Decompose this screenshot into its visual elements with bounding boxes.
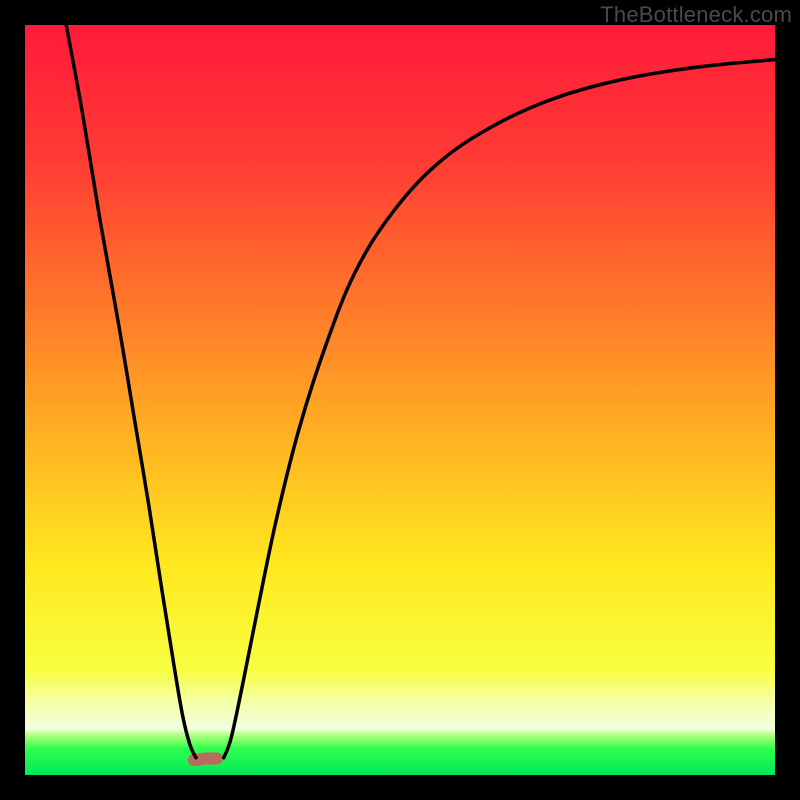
watermark-text: TheBottleneck.com: [600, 2, 792, 28]
bottleneck-chart: [0, 0, 800, 800]
chart-container: TheBottleneck.com: [0, 0, 800, 800]
gradient-background: [25, 25, 775, 775]
